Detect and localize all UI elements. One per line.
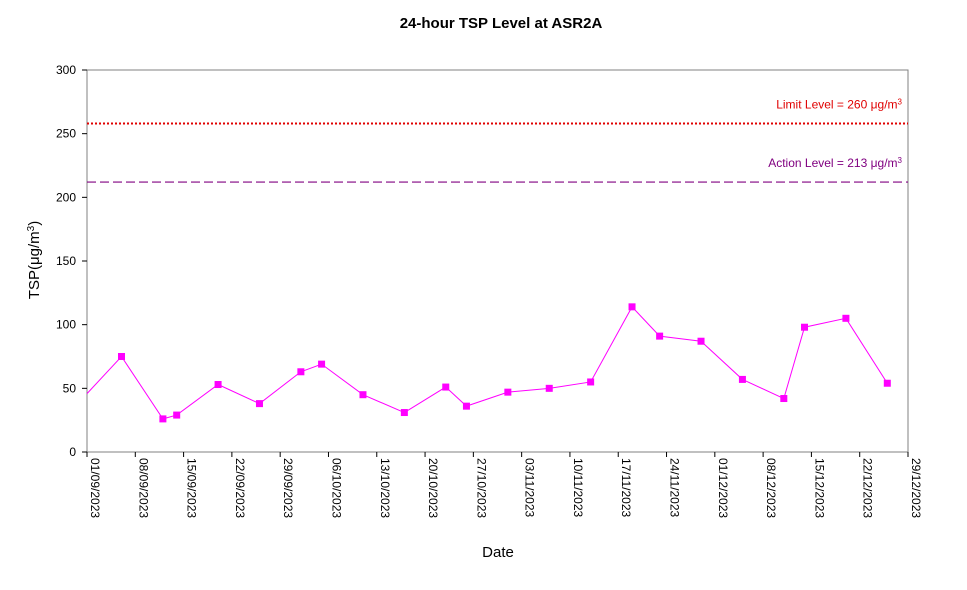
x-tick-label: 29/12/2023 bbox=[909, 458, 923, 518]
x-tick-label: 03/11/2023 bbox=[523, 458, 537, 517]
y-tick-label: 250 bbox=[56, 127, 76, 141]
x-tick-label: 17/11/2023 bbox=[619, 458, 633, 517]
x-tick-label: 27/10/2023 bbox=[474, 458, 488, 518]
x-tick-label: 08/09/2023 bbox=[136, 458, 150, 518]
action-level-label-mu: μ bbox=[871, 156, 878, 170]
y-axis-title-unit: g/m bbox=[26, 231, 43, 256]
data-point bbox=[628, 303, 636, 311]
data-point bbox=[159, 415, 167, 423]
y-axis-title-exp: 3 bbox=[26, 225, 37, 231]
limit-level-label-unit: g/m bbox=[878, 97, 898, 111]
y-axis-title-text: TSP( bbox=[26, 265, 43, 299]
data-point bbox=[780, 395, 788, 403]
y-tick-label: 50 bbox=[63, 381, 77, 395]
y-axis: 0 50 100 150 200 250 300 bbox=[56, 63, 87, 459]
action-level-label-prefix: Action Level = 213 bbox=[768, 156, 870, 170]
data-point bbox=[587, 378, 595, 386]
x-tick-label: 24/11/2023 bbox=[668, 458, 682, 517]
x-tick-label: 22/12/2023 bbox=[861, 458, 875, 518]
limit-level-label-prefix: Limit Level = 260 bbox=[776, 97, 870, 111]
x-tick-label: 15/09/2023 bbox=[185, 458, 199, 518]
y-tick-label: 300 bbox=[56, 63, 76, 77]
data-point bbox=[545, 384, 553, 392]
data-point bbox=[318, 360, 326, 368]
y-tick-label: 200 bbox=[56, 190, 76, 204]
data-point bbox=[255, 400, 263, 408]
action-level-label: Action Level = 213 μg/m3 bbox=[768, 156, 902, 171]
data-point bbox=[801, 323, 809, 331]
plot-area bbox=[86, 69, 909, 453]
x-tick-label: 01/09/2023 bbox=[88, 458, 102, 518]
x-tick-label: 22/09/2023 bbox=[233, 458, 247, 518]
data-point bbox=[883, 379, 891, 387]
data-point bbox=[173, 411, 181, 419]
data-point bbox=[359, 391, 367, 399]
limit-level-label: Limit Level = 260 μg/m3 bbox=[776, 97, 902, 112]
data-point bbox=[504, 388, 512, 396]
series-group bbox=[86, 303, 891, 423]
data-point bbox=[656, 332, 664, 340]
data-point bbox=[214, 381, 222, 389]
y-tick-label: 0 bbox=[69, 445, 76, 459]
y-axis-title-mu: μ bbox=[26, 256, 43, 265]
x-axis-title: Date bbox=[482, 544, 514, 561]
x-tick-label: 08/12/2023 bbox=[764, 458, 778, 518]
data-point bbox=[442, 383, 450, 391]
data-point bbox=[697, 337, 705, 345]
y-tick-label: 100 bbox=[56, 318, 76, 332]
action-level-label-unit: g/m bbox=[878, 156, 898, 170]
data-point bbox=[400, 409, 408, 417]
data-point bbox=[297, 368, 305, 376]
data-point bbox=[117, 353, 125, 360]
x-tick-label: 10/11/2023 bbox=[571, 458, 585, 517]
action-level-label-exp: 3 bbox=[898, 156, 903, 165]
x-tick-label: 06/10/2023 bbox=[329, 458, 343, 518]
x-tick-label: 01/12/2023 bbox=[716, 458, 730, 518]
limit-level-label-mu: μ bbox=[871, 97, 878, 111]
x-axis: 01/09/2023 08/09/2023 15/09/2023 22/09/2023… bbox=[86, 452, 923, 518]
x-tick-label: 29/09/2023 bbox=[281, 458, 295, 518]
chart-title: 24-hour TSP Level at ASR2A bbox=[400, 15, 603, 32]
y-axis-title-close: ) bbox=[26, 221, 43, 226]
x-tick-label: 13/10/2023 bbox=[378, 458, 392, 518]
data-point bbox=[462, 402, 470, 410]
x-tick-label: 20/10/2023 bbox=[426, 458, 440, 518]
data-point bbox=[842, 314, 850, 322]
data-point bbox=[738, 375, 746, 383]
y-tick-label: 150 bbox=[56, 254, 76, 268]
x-tick-label: 15/12/2023 bbox=[812, 458, 826, 518]
limit-level-label-exp: 3 bbox=[898, 97, 903, 106]
y-axis-title: TSP(μg/m3) bbox=[26, 221, 44, 299]
